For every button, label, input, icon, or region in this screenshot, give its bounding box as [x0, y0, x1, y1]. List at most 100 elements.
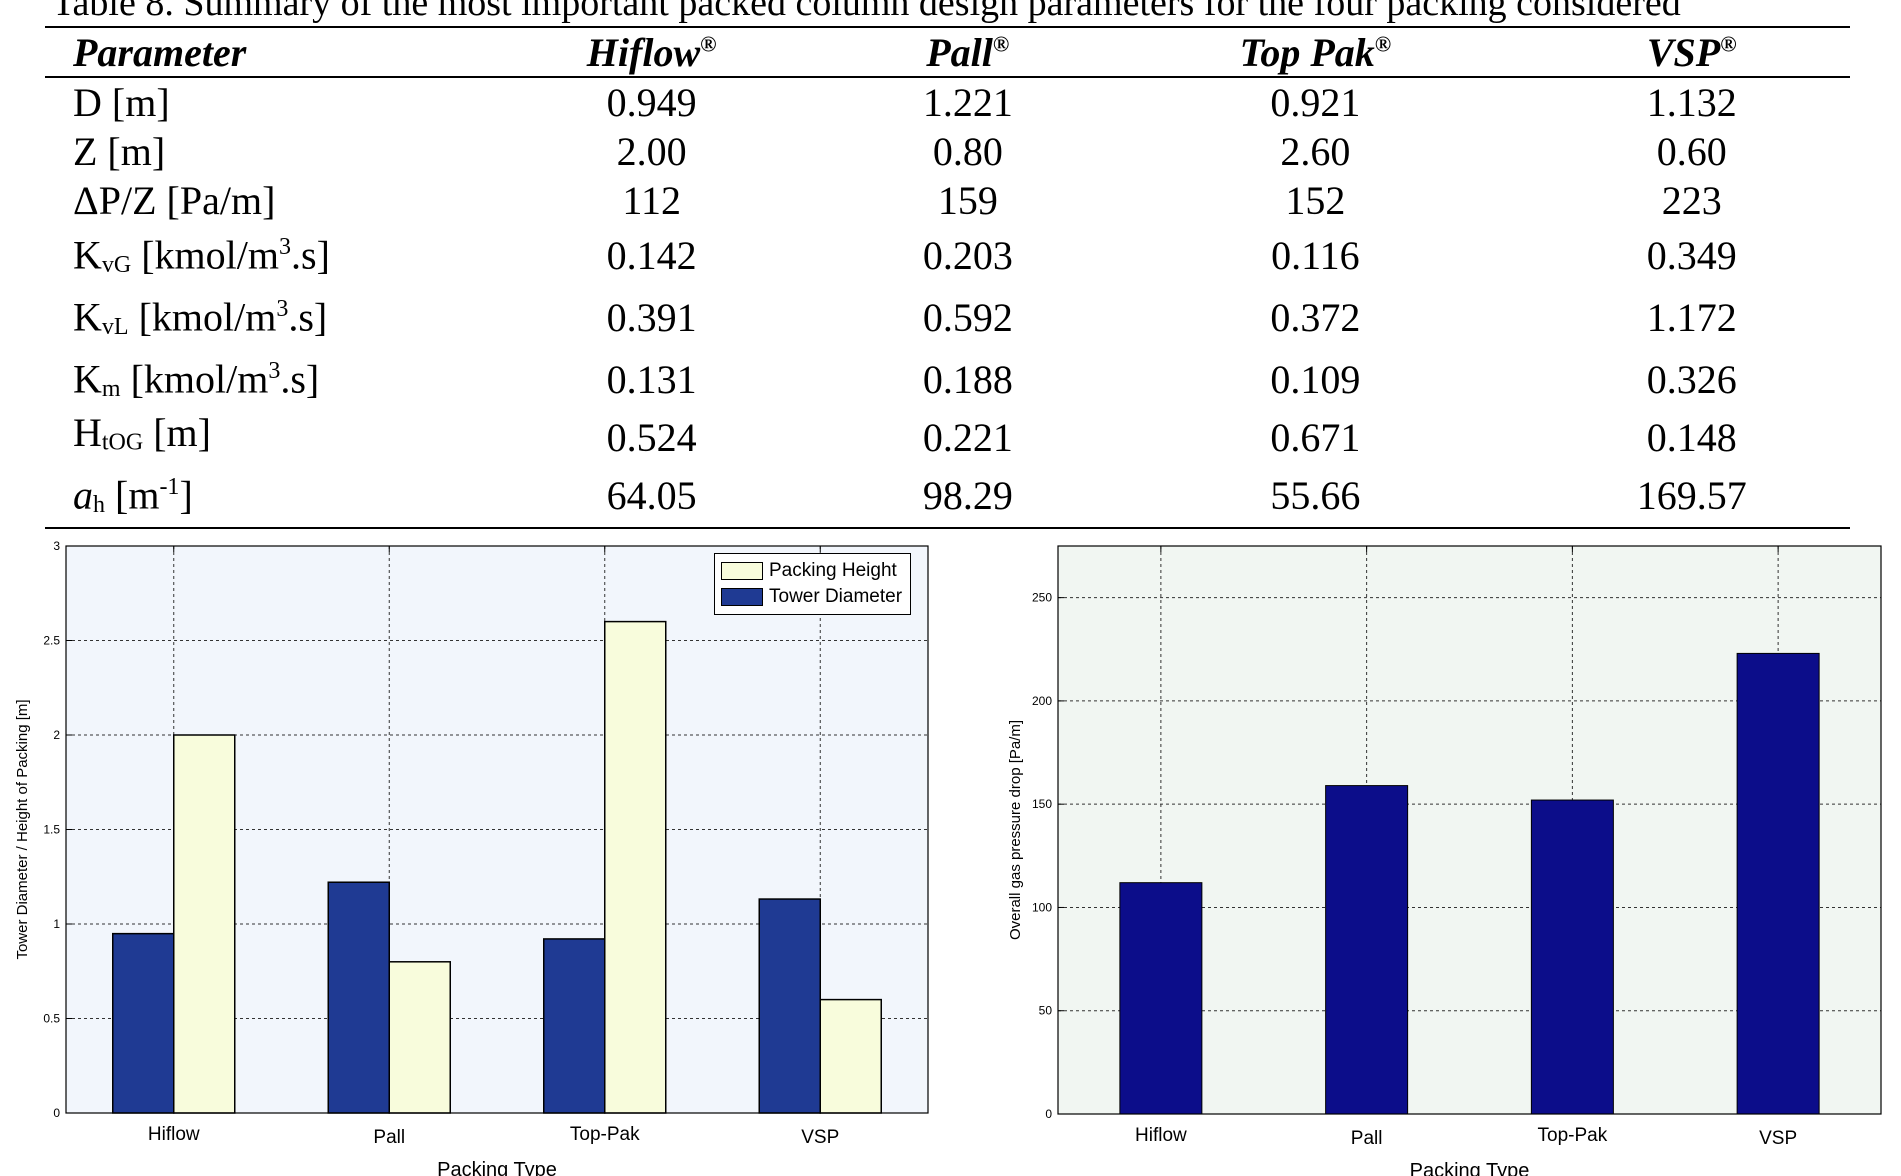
parameter-cell: Z [m] [73, 128, 166, 174]
y-axis-label: Overall gas pressure drop [Pa/m] [1007, 720, 1024, 940]
value-cell: 0.592 [922, 294, 1013, 340]
header-parameter: Parameter [73, 29, 247, 75]
parameter-cell: Km [kmol/m3.s] [73, 356, 320, 402]
value-cell: 0.116 [1271, 232, 1360, 278]
value-cell: 64.05 [606, 472, 697, 518]
x-tick-label: Top-Pak [1538, 1125, 1608, 1146]
table-row: KvL [kmol/m3.s] 0.391 0.592 0.372 1.172 [45, 287, 1850, 349]
parameter-cell: ΔP/Z [Pa/m] [73, 177, 276, 223]
value-cell: 0.80 [932, 128, 1003, 174]
table-caption: Table 8. Summary of the most important p… [52, 0, 1681, 24]
bar [1325, 785, 1409, 1115]
x-tick-label: Pall [373, 1127, 405, 1148]
parameter-cell: HtOG [m] [73, 409, 211, 456]
value-cell: 1.132 [1646, 79, 1737, 125]
value-cell: 2.60 [1280, 128, 1351, 174]
y-tick-label: 0.5 [43, 1012, 60, 1026]
value-cell: 0.349 [1646, 232, 1737, 278]
legend-item: Packing Height [721, 558, 902, 584]
y-tick-label: 100 [1032, 900, 1052, 914]
header-top-pak: Top Pak® [1239, 29, 1392, 75]
table-row: ΔP/Z [Pa/m] 112 159 152 223 [45, 176, 1850, 225]
value-cell: 152 [1285, 177, 1346, 223]
bar-packing-height [604, 620, 667, 1114]
legend-swatch [721, 588, 763, 606]
parameters-table: Parameter Hiflow® Pall® Top Pak® VSP® D … [45, 26, 1850, 529]
value-cell: 0.372 [1270, 294, 1361, 340]
x-tick-label: VSP [801, 1127, 839, 1148]
value-cell: 2.00 [616, 128, 687, 174]
table-row: KvG [kmol/m3.s] 0.142 0.203 0.116 0.349 [45, 225, 1850, 287]
legend-swatch [721, 562, 763, 580]
y-axis-label: Tower Diameter / Height of Packing [m] [14, 699, 31, 959]
value-cell: 0.188 [922, 356, 1013, 402]
table-header-row: Parameter Hiflow® Pall® Top Pak® VSP® [45, 27, 1850, 77]
bar [1736, 652, 1820, 1115]
value-cell: 0.221 [922, 414, 1013, 460]
table-row: HtOG [m] 0.524 0.221 0.671 0.148 [45, 409, 1850, 465]
x-tick-label: Hiflow [148, 1124, 200, 1145]
bar-packing-height [819, 998, 882, 1114]
value-cell: 169.57 [1636, 472, 1747, 518]
header-vsp: VSP® [1646, 29, 1737, 75]
table-row: D [m] 0.949 1.221 0.921 1.132 [45, 77, 1850, 127]
value-cell: 112 [622, 177, 681, 223]
y-tick-label: 50 [1039, 1004, 1053, 1018]
bar [1119, 882, 1203, 1115]
table-body: D [m] 0.949 1.221 0.921 1.132 Z [m] 2.00 0.80 2.… [45, 77, 1850, 528]
parameter-cell: ah [m-1] [73, 471, 193, 518]
value-cell: 1.172 [1646, 294, 1737, 340]
bar-tower-diameter [112, 932, 175, 1114]
y-tick-label: 1 [53, 917, 60, 931]
x-tick-label: VSP [1759, 1128, 1797, 1149]
bar-packing-height [388, 961, 451, 1114]
pressure-drop-chart-svg: 0 50 100 150 200 250 Hiflow Pall Top-Pak VSP Packi… [1007, 545, 1882, 1176]
x-axis-label: Packing Type [437, 1159, 557, 1176]
y-tick-label: 0 [53, 1106, 60, 1120]
value-cell: 223 [1661, 177, 1722, 223]
pressure-drop-chart: 0 50 100 150 200 250 Hiflow Pall Top-Pak VSP Packi… [990, 532, 1901, 1176]
bar-tower-diameter [327, 881, 390, 1114]
value-cell: 0.921 [1270, 79, 1361, 125]
table-row: Km [kmol/m3.s] 0.131 0.188 0.109 0.326 [45, 349, 1850, 411]
value-cell: 1.221 [922, 79, 1013, 125]
tower-size-chart: 0 0.5 1 1.5 2 2.5 3 Hiflow Pall Top-Pak VSP Packing… [0, 532, 940, 1176]
legend-label: Tower Diameter [769, 586, 903, 607]
x-tick-label: Pall [1351, 1128, 1383, 1149]
plot-frame [65, 545, 929, 1114]
value-cell: 98.29 [922, 472, 1013, 518]
value-cell: 0.391 [606, 294, 697, 340]
value-cell: 0.326 [1646, 356, 1737, 402]
bar-tower-diameter [543, 938, 606, 1114]
y-tick-label: 200 [1032, 694, 1052, 708]
y-tick-label: 1.5 [43, 823, 60, 837]
y-tick-label: 250 [1032, 591, 1052, 605]
value-cell: 0.671 [1270, 414, 1361, 460]
value-cell: 0.60 [1656, 128, 1727, 174]
parameter-cell: KvG [kmol/m3.s] [73, 232, 330, 278]
table-row: Z [m] 2.00 0.80 2.60 0.60 [45, 127, 1850, 176]
y-tick-label: 2.5 [43, 634, 60, 648]
bar [1530, 799, 1614, 1115]
y-tick-label: 0 [1045, 1107, 1052, 1121]
table-row: ah [m-1] 64.05 98.29 55.66 169.57 [45, 465, 1850, 528]
value-cell: 0.148 [1646, 414, 1737, 460]
plot-frame [1057, 545, 1882, 1115]
x-axis-label: Packing Type [1410, 1160, 1530, 1176]
bar-tower-diameter [758, 898, 821, 1114]
chart-legend: Packing Height Tower Diameter [714, 553, 912, 615]
bar-packing-height [173, 734, 236, 1114]
x-tick-label: Hiflow [1135, 1125, 1187, 1146]
value-cell: 0.203 [922, 232, 1013, 278]
header-pall: Pall® [926, 29, 1010, 75]
y-tick-label: 3 [53, 539, 60, 553]
parameter-cell: D [m] [73, 79, 170, 125]
parameter-cell: KvL [kmol/m3.s] [73, 294, 328, 340]
y-tick-label: 2 [53, 728, 60, 742]
value-cell: 0.131 [606, 356, 697, 402]
x-tick-label: Top-Pak [570, 1124, 640, 1145]
legend-item: Tower Diameter [721, 584, 902, 610]
value-cell: 0.949 [606, 79, 697, 125]
y-tick-label: 150 [1032, 797, 1052, 811]
value-cell: 55.66 [1270, 472, 1361, 518]
